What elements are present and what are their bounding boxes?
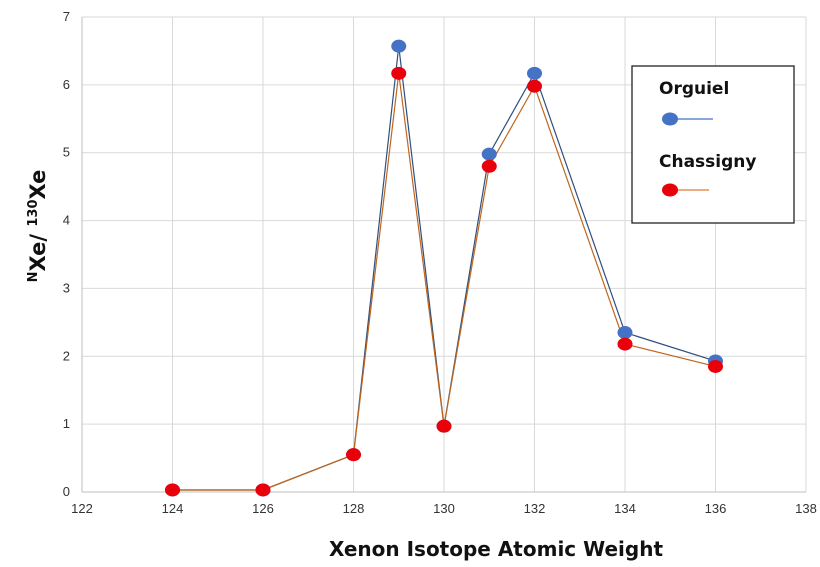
legend: Orguiel Chassigny (631, 65, 795, 224)
x-tick-label: 126 (252, 501, 274, 516)
y-tick-label: 3 (63, 280, 70, 295)
y-tick-labels: 0 1 2 3 4 5 6 7 (63, 9, 70, 499)
x-tick-label: 128 (343, 501, 365, 516)
data-point-chassigny (708, 359, 723, 373)
grid (82, 16, 807, 492)
y-axis-title: NXe/ 130Xe (26, 170, 50, 283)
y-tick-label: 4 (63, 213, 70, 228)
data-point-orguiel (527, 66, 542, 80)
x-tick-label: 136 (705, 501, 727, 516)
data-point-chassigny (527, 79, 542, 93)
x-tick-label: 122 (71, 501, 93, 516)
x-tick-label: 134 (614, 501, 636, 516)
data-point-chassigny (255, 483, 271, 497)
data-point-orguiel (617, 326, 633, 340)
data-point-chassigny (481, 159, 497, 173)
series-layer (165, 39, 723, 497)
x-tick-label: 138 (795, 501, 817, 516)
y-tick-label: 2 (63, 348, 70, 363)
data-point-chassigny (346, 448, 361, 462)
axes (81, 17, 806, 493)
legend-label-orguiel: Orguiel (659, 79, 729, 99)
data-point-chassigny (165, 483, 180, 497)
data-point-orguiel (391, 39, 407, 53)
y-tick-label: 6 (63, 77, 70, 92)
legend-marker-chassigny (662, 183, 678, 197)
data-point-orguiel (481, 147, 497, 161)
x-tick-label: 130 (433, 501, 455, 516)
y-axis-title-base1: Xe/ (26, 227, 50, 272)
y-tick-label: 7 (63, 9, 70, 24)
y-tick-label: 1 (63, 416, 70, 431)
x-tick-labels: 122 124 126 128 130 132 134 136 138 (71, 501, 817, 516)
legend-marker-orguiel (662, 112, 678, 126)
data-point-chassigny (391, 66, 407, 80)
data-point-chassigny (436, 419, 452, 433)
x-axis-title: Xenon Isotope Atomic Weight (329, 537, 663, 561)
x-tick-label: 132 (524, 501, 546, 516)
x-tick-label: 124 (162, 501, 184, 516)
data-point-chassigny (617, 337, 633, 351)
y-tick-label: 5 (63, 145, 70, 160)
y-axis-title-sup2: 130 (26, 199, 41, 226)
y-tick-label: 0 (63, 484, 70, 499)
y-axis-title-base2: Xe (26, 170, 50, 200)
y-axis-title-sup1: N (26, 271, 41, 282)
legend-label-chassigny: Chassigny (659, 152, 756, 172)
legend-box (631, 65, 795, 224)
